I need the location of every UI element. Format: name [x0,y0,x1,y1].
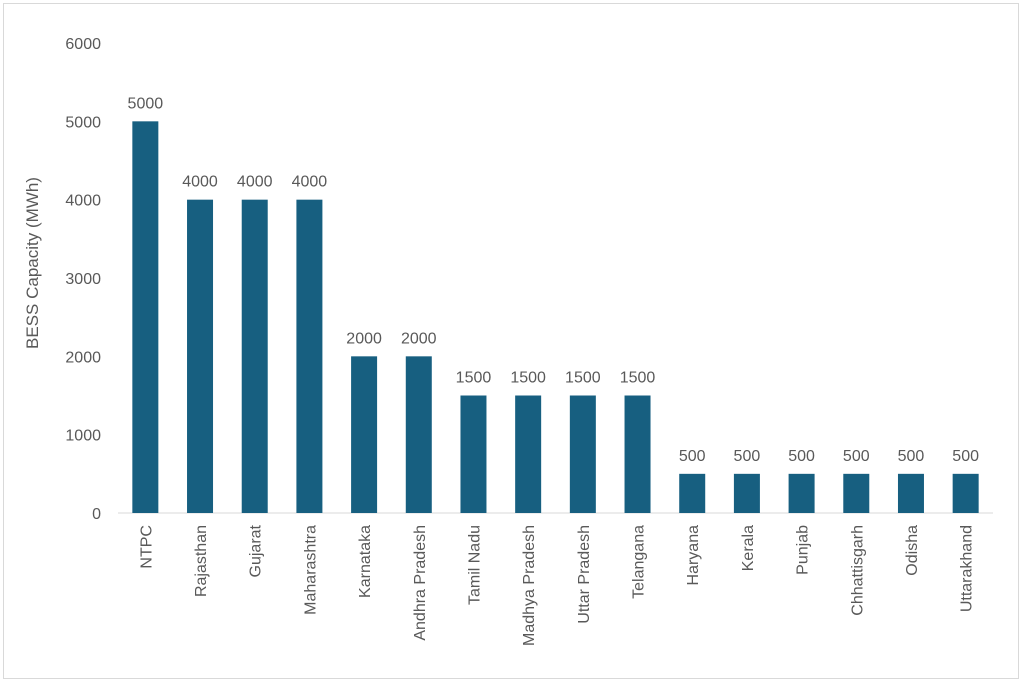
data-label: 5000 [128,95,164,112]
data-label: 500 [679,448,706,465]
x-category-label: Uttar Pradesh [576,525,593,624]
y-tick-label: 3000 [65,271,101,288]
bar [241,199,268,513]
bar [187,199,214,513]
y-tick-label: 4000 [65,193,101,210]
bar [296,199,323,513]
data-label: 1500 [620,370,656,387]
y-tick-label: 0 [92,506,101,523]
data-label: 1500 [565,370,601,387]
x-category-label: Andhra Pradesh [412,525,429,641]
bar [897,473,924,513]
data-label: 500 [952,448,979,465]
x-category-label: Rajasthan [193,525,210,597]
bar [952,473,979,513]
x-category-label: NTPC [138,525,155,569]
y-tick-label: 2000 [65,349,101,366]
bar [624,395,651,513]
x-category-label: Uttarakhand [959,525,976,612]
x-category-label: Karnataka [357,525,374,598]
data-label: 1500 [510,370,546,387]
chart-frame [3,3,1019,679]
bar [733,473,760,513]
bar [679,473,706,513]
bar [405,356,432,513]
x-category-label: Punjab [795,525,812,575]
data-label: 4000 [292,174,328,191]
x-category-label: Maharashtra [302,525,319,615]
y-tick-label: 5000 [65,114,101,131]
x-category-label: Gujarat [248,524,265,577]
data-labels: 5000 4000 4000 4000 2000 2000 1500 1500 1500 1500… [128,95,980,465]
x-category-label: Odisha [904,525,921,576]
data-label: 500 [898,448,925,465]
data-label: 4000 [182,174,218,191]
data-label: 2000 [346,330,382,347]
y-axis-ticks: 0 1000 2000 3000 4000 5000 6000 [65,36,101,523]
x-category-label: Kerala [740,525,757,571]
data-label: 4000 [237,174,273,191]
data-label: 500 [788,448,815,465]
data-label: 2000 [401,330,437,347]
bars [132,121,979,513]
bar [351,356,378,513]
x-category-label: Haryana [685,525,702,586]
bar [788,473,815,513]
bar [460,395,487,513]
bar [843,473,870,513]
bar [132,121,159,513]
y-tick-label: 6000 [65,36,101,53]
category-labels: NTPC Rajasthan Gujarat Maharashtra Karnataka… [138,524,975,646]
y-tick-label: 1000 [65,428,101,445]
data-label: 500 [734,448,761,465]
x-category-label: Tamil Nadu [466,525,483,605]
x-category-label: Chhattisgarh [849,525,866,616]
y-axis-label: BESS Capacity (MWh) [23,177,42,349]
x-category-label: Telangana [631,525,648,599]
x-category-label: Madhya Pradesh [521,525,538,646]
bar [569,395,596,513]
data-label: 1500 [456,370,492,387]
bar [515,395,542,513]
data-label: 500 [843,448,870,465]
